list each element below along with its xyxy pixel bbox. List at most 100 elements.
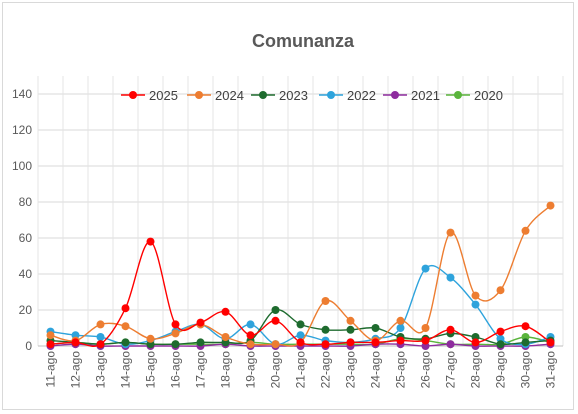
legend-label: 2025 xyxy=(149,88,178,103)
x-tick-label: 17-ago xyxy=(194,351,208,389)
data-point-2023-23-ago xyxy=(346,325,355,334)
x-tick-label: 26-ago xyxy=(419,351,433,389)
x-tick-label: 24-ago xyxy=(369,351,383,389)
legend-label: 2023 xyxy=(279,88,308,103)
data-point-2024-14-ago xyxy=(121,322,130,331)
data-point-2025-17-ago xyxy=(196,318,205,327)
data-point-2022-27-ago xyxy=(446,273,455,282)
data-point-2024-27-ago xyxy=(446,228,455,237)
data-point-2025-19-ago xyxy=(246,331,255,340)
data-point-2023-21-ago xyxy=(296,320,305,329)
legend-item-2022: 2022 xyxy=(319,88,376,103)
data-point-2025-12-ago xyxy=(71,338,80,347)
data-point-2022-26-ago xyxy=(421,264,430,273)
data-point-2024-30-ago xyxy=(521,226,530,235)
data-point-2025-29-ago xyxy=(496,327,505,336)
legend-label: 2022 xyxy=(347,88,376,103)
legend-label: 2021 xyxy=(411,88,440,103)
data-point-2022-19-ago xyxy=(246,320,255,329)
x-tick-label: 30-ago xyxy=(519,351,533,389)
data-point-2024-28-ago xyxy=(471,291,480,300)
data-point-2024-23-ago xyxy=(346,316,355,325)
data-point-2024-19-ago xyxy=(246,340,255,349)
data-point-2024-22-ago xyxy=(321,297,330,305)
y-tick-label: 40 xyxy=(19,267,33,281)
data-point-2024-20-ago xyxy=(271,340,280,349)
axis-layer: 0 20 40 60 80 100 120 140 11-ago 12-ago 13-ago 14-a… xyxy=(12,87,563,388)
data-point-2024-13-ago xyxy=(96,320,105,329)
data-point-2023-14-ago xyxy=(121,338,130,347)
legend-label: 2024 xyxy=(215,88,244,103)
x-tick-label: 25-ago xyxy=(394,351,408,389)
x-tick-label: 18-ago xyxy=(219,351,233,389)
data-point-2024-29-ago xyxy=(496,286,505,295)
x-tick-label: 22-ago xyxy=(319,351,333,389)
data-point-2025-16-ago xyxy=(171,320,180,329)
legend-item-2021: 2021 xyxy=(383,88,440,103)
x-tick-label: 13-ago xyxy=(94,351,108,389)
x-tick-label: 12-ago xyxy=(69,351,83,389)
data-point-2025-25-ago xyxy=(396,336,405,345)
data-point-2024-18-ago xyxy=(221,333,230,341)
data-point-2025-30-ago xyxy=(521,322,530,331)
x-tick-label: 19-ago xyxy=(244,351,258,389)
x-tick-label: 27-ago xyxy=(444,351,458,389)
x-tick-label: 28-ago xyxy=(469,351,483,389)
series-line-2024 xyxy=(50,205,551,347)
data-point-2025-15-ago xyxy=(146,237,155,246)
data-point-2025-20-ago xyxy=(271,316,280,325)
x-tick-label: 23-ago xyxy=(344,351,358,389)
x-tick-label: 21-ago xyxy=(294,351,308,389)
legend-item-2025: 2025 xyxy=(121,88,178,103)
data-point-2025-18-ago xyxy=(221,307,230,316)
legend-item-2023: 2023 xyxy=(251,88,308,103)
data-point-2023-29-ago xyxy=(496,340,505,349)
x-tick-label: 15-ago xyxy=(144,351,158,389)
data-point-2024-16-ago xyxy=(171,329,180,338)
series-layer xyxy=(46,201,555,350)
legend-swatch-marker xyxy=(259,91,267,99)
y-tick-label: 0 xyxy=(25,339,32,353)
x-tick-label: 14-ago xyxy=(119,351,133,389)
legend-swatch-marker xyxy=(454,91,462,99)
data-point-2023-30-ago xyxy=(521,338,530,347)
y-tick-label: 80 xyxy=(19,195,33,209)
y-tick-label: 100 xyxy=(12,159,32,173)
data-point-2025-23-ago xyxy=(346,338,355,347)
data-point-2025-24-ago xyxy=(371,338,380,347)
legend-item-2024: 2024 xyxy=(187,88,244,103)
x-tick-label: 16-ago xyxy=(169,351,183,389)
chart-title: Comunanza xyxy=(252,31,355,51)
y-tick-label: 60 xyxy=(19,231,33,245)
data-point-2023-22-ago xyxy=(321,325,330,334)
data-point-2022-25-ago xyxy=(396,324,405,332)
data-point-2025-13-ago xyxy=(96,340,105,349)
series-2025 xyxy=(46,237,555,349)
data-point-2024-31-ago xyxy=(546,201,555,210)
data-point-2021-27-ago xyxy=(446,340,455,349)
legend-swatch-marker xyxy=(129,91,137,99)
x-tick-label: 11-ago xyxy=(44,351,58,388)
data-point-2022-13-ago xyxy=(96,333,105,341)
legend-label: 2020 xyxy=(474,88,503,103)
y-tick-label: 140 xyxy=(12,87,32,101)
x-tick-label: 20-ago xyxy=(269,351,283,389)
data-point-2022-21-ago xyxy=(296,331,305,340)
grid-layer xyxy=(37,76,564,347)
data-point-2025-27-ago xyxy=(446,325,455,334)
chart-frame: Comunanza 0 20 40 60 80 100 120 140 11-ago 12-ago… xyxy=(2,2,574,410)
data-point-2025-11-ago xyxy=(46,340,55,349)
data-point-2024-11-ago xyxy=(46,331,55,340)
data-point-2023-16-ago xyxy=(171,340,180,349)
data-point-2023-17-ago xyxy=(196,338,205,347)
data-point-2024-25-ago xyxy=(396,316,405,325)
data-point-2022-28-ago xyxy=(471,300,480,309)
data-point-2023-20-ago xyxy=(271,306,280,314)
data-point-2025-21-ago xyxy=(296,338,305,347)
y-tick-label: 120 xyxy=(12,123,32,137)
legend-swatch-marker xyxy=(391,91,399,99)
y-tick-label: 20 xyxy=(19,303,33,317)
data-point-2025-28-ago xyxy=(471,338,480,347)
legend-swatch-marker xyxy=(195,91,203,99)
x-tick-label: 31-ago xyxy=(544,351,558,389)
